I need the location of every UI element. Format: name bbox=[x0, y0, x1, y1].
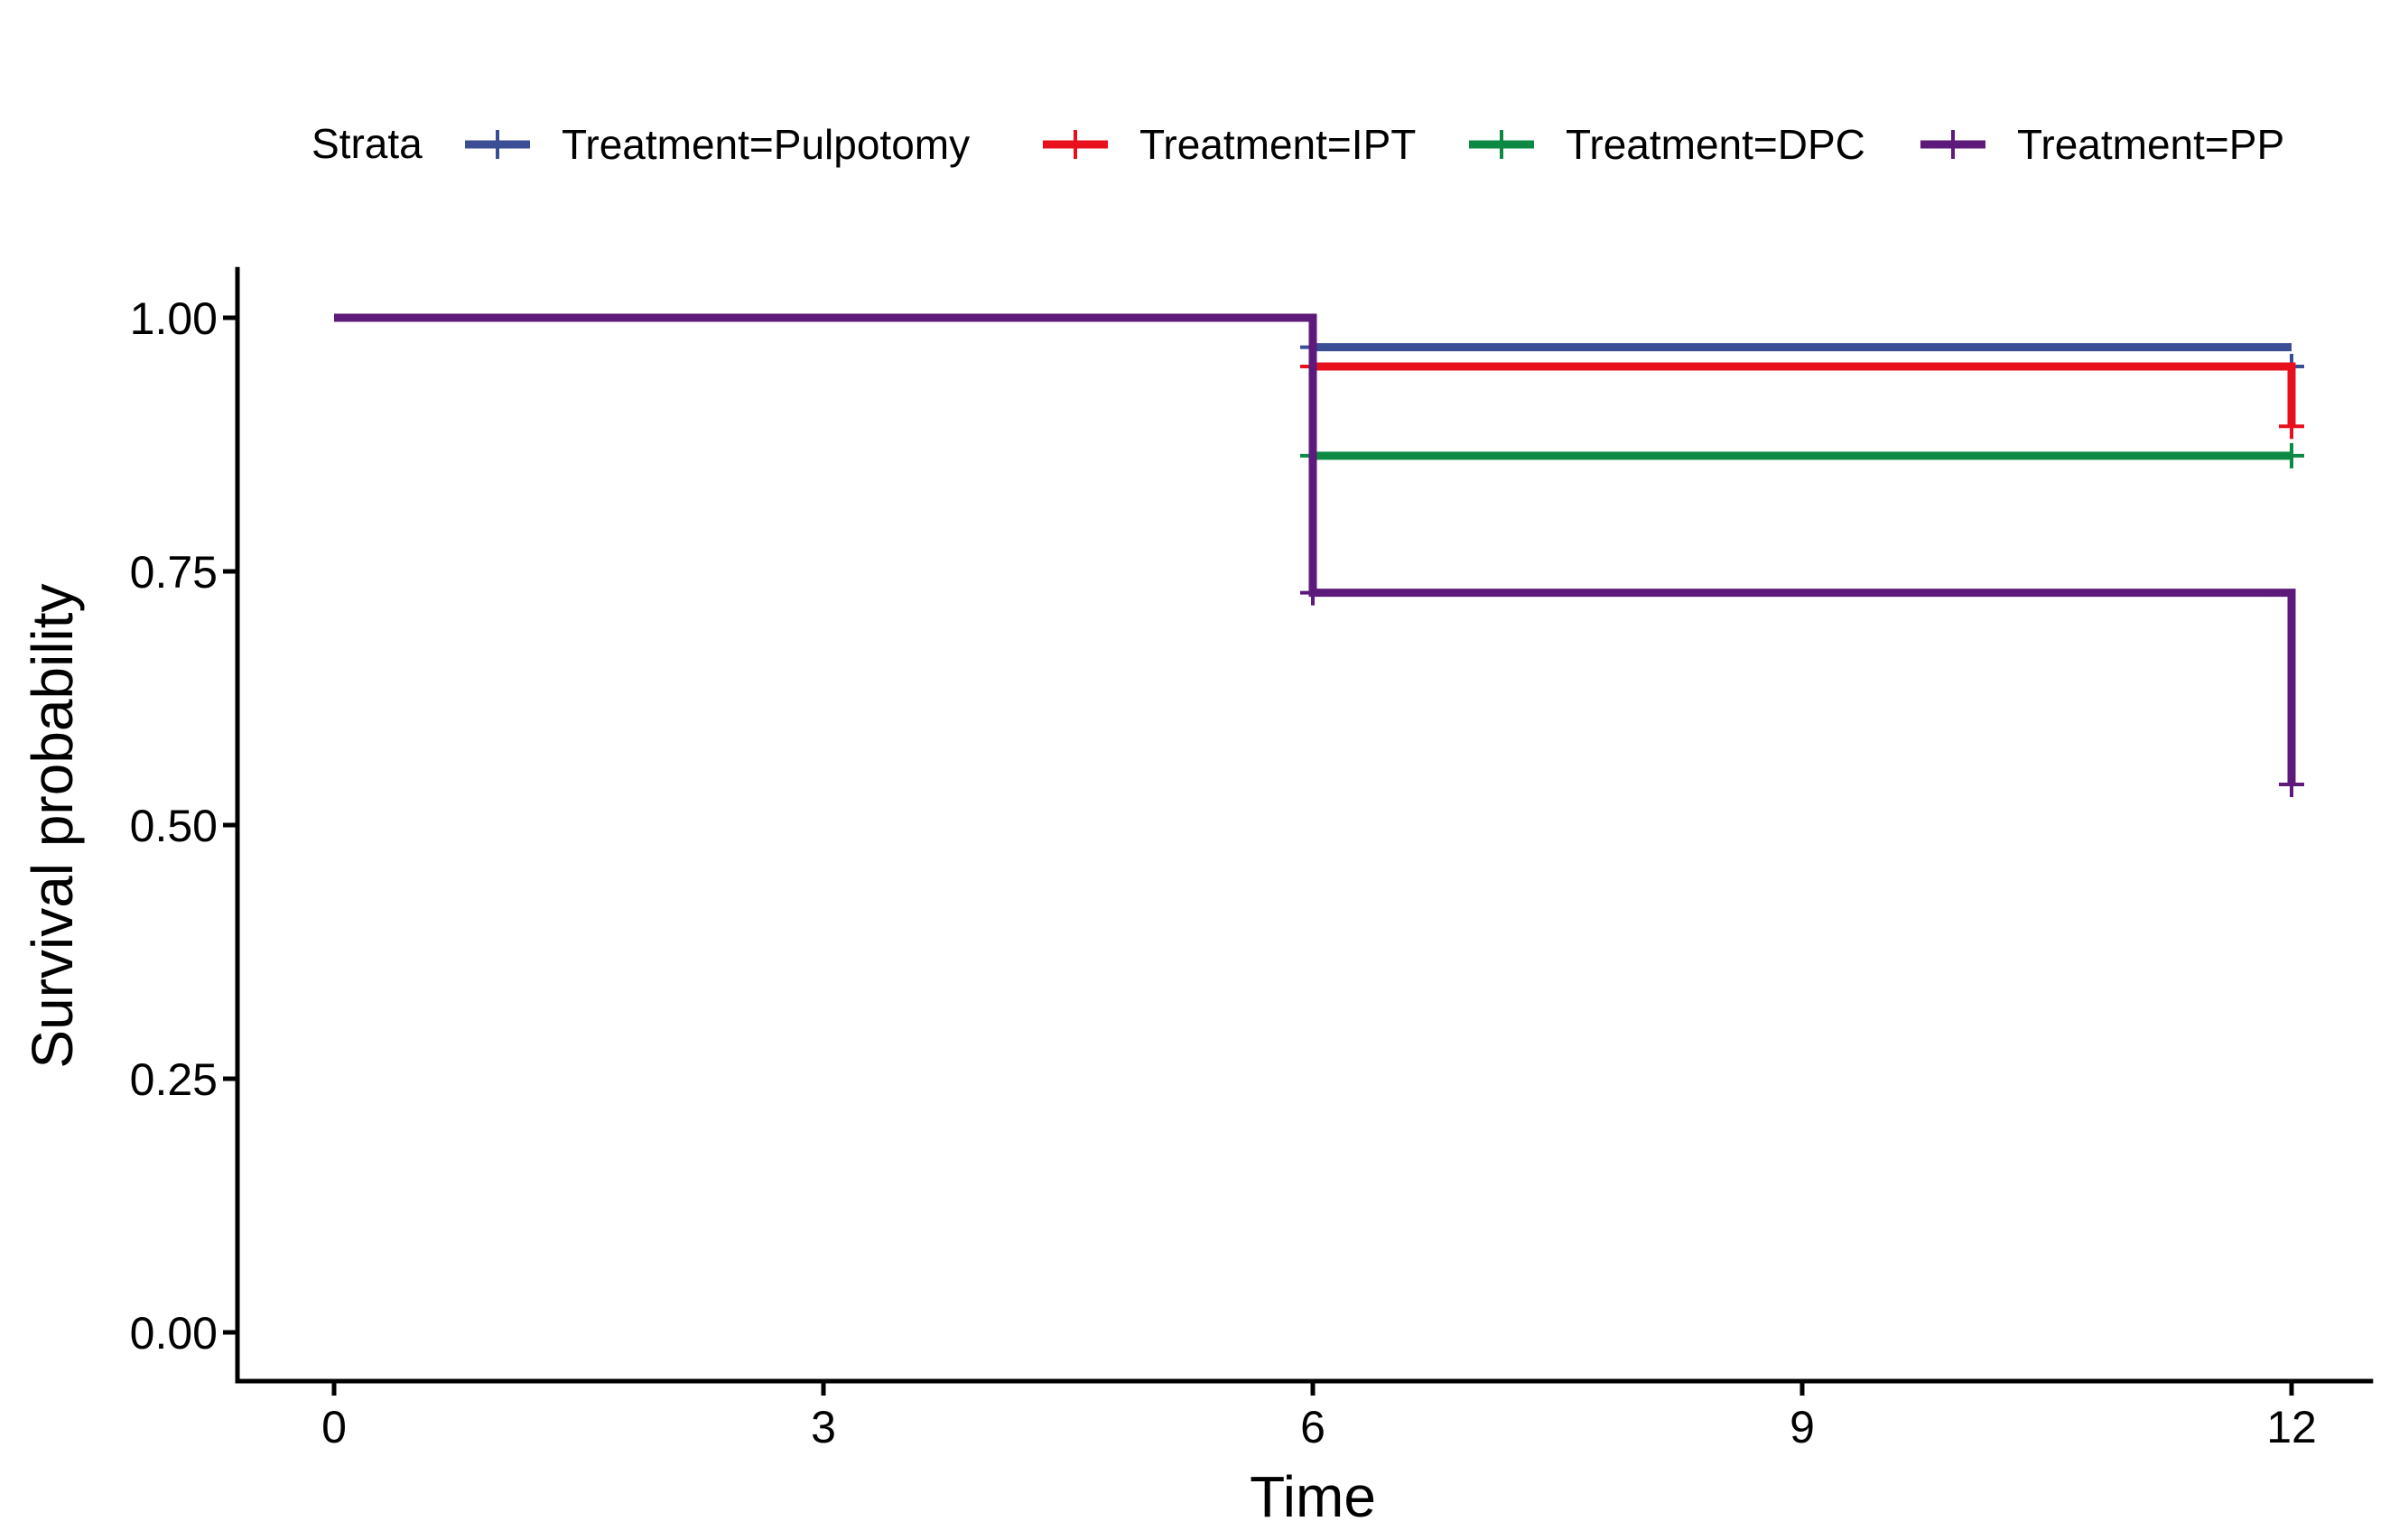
x-tick-label: 9 bbox=[1790, 1402, 1815, 1452]
x-tick-label: 0 bbox=[321, 1402, 347, 1452]
legend-item: Treatment=PP bbox=[1920, 121, 2284, 168]
x-tick-label: 12 bbox=[2266, 1402, 2317, 1452]
y-tick-label: 0.00 bbox=[130, 1308, 218, 1359]
y-tick-label: 0.50 bbox=[130, 801, 218, 851]
x-tick-label: 6 bbox=[1300, 1402, 1325, 1452]
legend-item: Treatment=IPT bbox=[1043, 121, 1416, 168]
censor-mark bbox=[2279, 442, 2304, 468]
y-axis-title: Survival probability bbox=[20, 583, 85, 1068]
y-axis-ticks: 0.00 0.25 0.50 0.75 1.00 bbox=[130, 293, 237, 1359]
censor-mark bbox=[2279, 772, 2304, 798]
legend-title: Strata bbox=[311, 120, 423, 167]
survival-step-line bbox=[334, 313, 2296, 785]
censor-mark bbox=[1300, 580, 1325, 606]
legend-item: Treatment=Pulpotomy bbox=[465, 121, 970, 168]
y-tick-label: 1.00 bbox=[130, 293, 218, 344]
y-tick-label: 0.75 bbox=[130, 547, 218, 598]
x-axis-ticks: 0 3 6 9 12 bbox=[321, 1381, 2317, 1452]
series-ipt bbox=[334, 313, 2304, 440]
plot-area: 0.00 0.25 0.50 0.75 1.00 0 3 6 9 12 bbox=[130, 266, 2374, 1452]
y-tick-label: 0.25 bbox=[130, 1054, 218, 1105]
legend-label: Treatment=IPT bbox=[1139, 121, 1416, 168]
legend-label: Treatment=Pulpotomy bbox=[562, 121, 970, 168]
legend-label: Treatment=DPC bbox=[1566, 121, 1865, 168]
censor-mark bbox=[2279, 413, 2304, 440]
series-dpc bbox=[334, 313, 2304, 468]
series-pp bbox=[334, 313, 2304, 798]
legend-label: Treatment=PP bbox=[2017, 121, 2284, 168]
x-axis-title: Time bbox=[1250, 1464, 1376, 1529]
legend-item: Treatment=DPC bbox=[1469, 121, 1865, 168]
legend: Strata Treatment=Pulpotomy Treatment=IPT T… bbox=[311, 120, 2284, 168]
x-tick-label: 3 bbox=[811, 1402, 836, 1452]
